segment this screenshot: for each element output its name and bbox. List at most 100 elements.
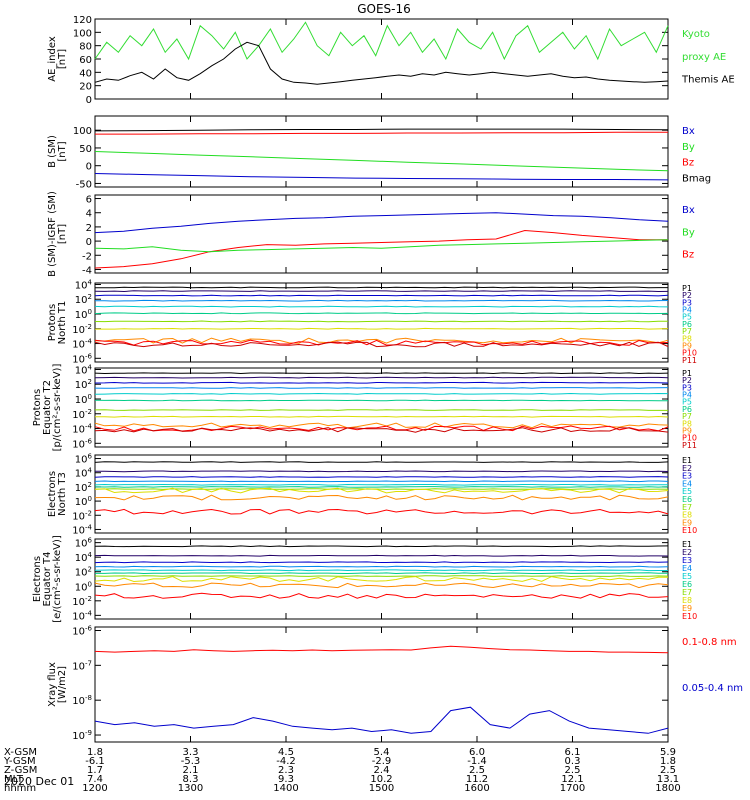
ytick-label: 60	[79, 55, 92, 66]
series-line	[94, 706, 669, 734]
ytick-label: 106	[75, 537, 93, 550]
legend-entry: Bmag	[682, 173, 711, 184]
ylabel-line: B (SM)-IGRF (SM)	[47, 191, 58, 277]
flux-trace	[94, 425, 669, 432]
flux-trace	[94, 339, 669, 346]
flux-trace	[94, 476, 669, 478]
legend-entry: P3	[682, 298, 692, 307]
eph-value: 8.3	[183, 774, 199, 785]
legend-entry: P5	[682, 398, 692, 407]
ylabel-line: Equator T2	[42, 380, 53, 435]
eph-value: -1.4	[467, 756, 487, 767]
legend-entry: E8	[682, 511, 692, 520]
legend-entry: E5	[682, 487, 692, 496]
legend-entry: P8	[682, 334, 692, 343]
panel-bigrf: -4 -2 0 2 4 6 B (SM)-IGRF (SM) [nT] Bx By Bz	[47, 191, 695, 277]
legend-entry: Bz	[682, 158, 694, 169]
legend-entry: P9	[682, 426, 692, 435]
ytick-label: 2	[86, 223, 92, 234]
panel-frame	[94, 282, 669, 363]
legend-entry: E6	[682, 495, 692, 504]
legend-entry: E7	[682, 588, 692, 597]
legend-entry: P8	[682, 419, 692, 428]
legend-entry: P6	[682, 320, 692, 329]
eph-value: -2.9	[372, 756, 392, 767]
series-line	[94, 21, 669, 61]
panel-frame	[94, 115, 669, 188]
ytick-label: 10-2	[72, 408, 92, 421]
flux-trace	[94, 286, 668, 289]
ytick-label: 4	[86, 209, 92, 220]
ytick-label: 10-4	[72, 523, 92, 536]
flux-trace	[94, 461, 669, 463]
ytick-label: 104	[75, 363, 93, 376]
ytick-label: 6	[86, 195, 92, 206]
ylabel-line: Protons	[32, 389, 43, 426]
flux-trace	[94, 337, 669, 344]
ylabel-line: North T3	[57, 472, 68, 516]
ylabel-line: North T1	[57, 301, 68, 345]
ytick-label: 100	[75, 580, 92, 593]
eph-value: -5.3	[181, 756, 201, 767]
panel-frame	[94, 454, 669, 534]
flux-trace	[94, 387, 669, 389]
panel-frame	[94, 18, 669, 100]
series-line	[94, 229, 668, 269]
ylabel-line: Electrons	[32, 556, 43, 602]
flux-trace	[94, 399, 669, 402]
ytick-label: 10-6	[72, 437, 92, 450]
ytick-label: 104	[75, 467, 93, 480]
flux-trace	[94, 487, 669, 494]
legend-entry: By	[682, 227, 695, 238]
ytick-label: 10-4	[72, 423, 92, 436]
footer-date: 2020 Dec 01	[4, 775, 74, 788]
eph-label: Z-GSM	[4, 765, 37, 776]
legend-entry: 0.1-0.8 nm	[682, 637, 737, 648]
eph-value: 0.3	[565, 756, 581, 767]
ylabel-line: [nT]	[57, 141, 68, 161]
eph-value: 1400	[273, 783, 298, 794]
flux-trace	[94, 561, 669, 564]
ytick-label: 50	[79, 144, 92, 155]
ytick-label: 10-6	[72, 352, 92, 365]
legend-entry: P6	[682, 405, 692, 414]
flux-trace	[95, 299, 669, 302]
panel-bsm: -50 0 50 100 B (SM) [nT] Bx By Bz Bmag	[47, 115, 711, 190]
ytick-label: 120	[73, 15, 92, 26]
eph-value: 6.0	[469, 747, 485, 758]
flux-trace	[94, 582, 669, 589]
series-line	[94, 128, 669, 132]
legend-entry: P5	[682, 313, 692, 322]
ytick-label: 100	[75, 495, 92, 508]
flux-trace	[95, 327, 669, 330]
panel-ae: 0 20 40 60 80 100 120 AE_index [nT] Kyoto proxy AE…	[47, 15, 735, 106]
legend-entry: E1	[682, 540, 692, 549]
eph-value: 3.3	[183, 747, 199, 758]
eph-value: 4.5	[278, 747, 294, 758]
eph-value: 5.9	[660, 747, 676, 758]
eph-label: MLT	[4, 774, 24, 785]
legend-entry: P2	[682, 291, 692, 300]
eph-value: 2.5	[565, 765, 581, 776]
eph-label: Y-GSM	[3, 756, 36, 767]
eph-value: -6.1	[85, 756, 105, 767]
series-line	[94, 151, 669, 172]
eph-value: 7.4	[87, 774, 103, 785]
ytick-label: 104	[75, 551, 93, 564]
ylabel-line: [nT]	[57, 224, 68, 244]
ytick-label: 10-9	[72, 729, 92, 742]
flux-trace	[95, 572, 669, 575]
ytick-label: 0	[86, 237, 92, 248]
legend-entry: E2	[682, 464, 692, 473]
flux-trace	[94, 483, 669, 486]
ytick-label: 0	[86, 95, 92, 106]
series-line	[94, 173, 669, 181]
flux-trace	[94, 480, 669, 483]
eph-value: 6.1	[565, 747, 581, 758]
legend-entry: E2	[682, 548, 692, 557]
eph-label: hhmm	[4, 783, 36, 794]
legend-entry: Kyoto	[682, 29, 710, 40]
legend-entry: P11	[682, 356, 697, 365]
